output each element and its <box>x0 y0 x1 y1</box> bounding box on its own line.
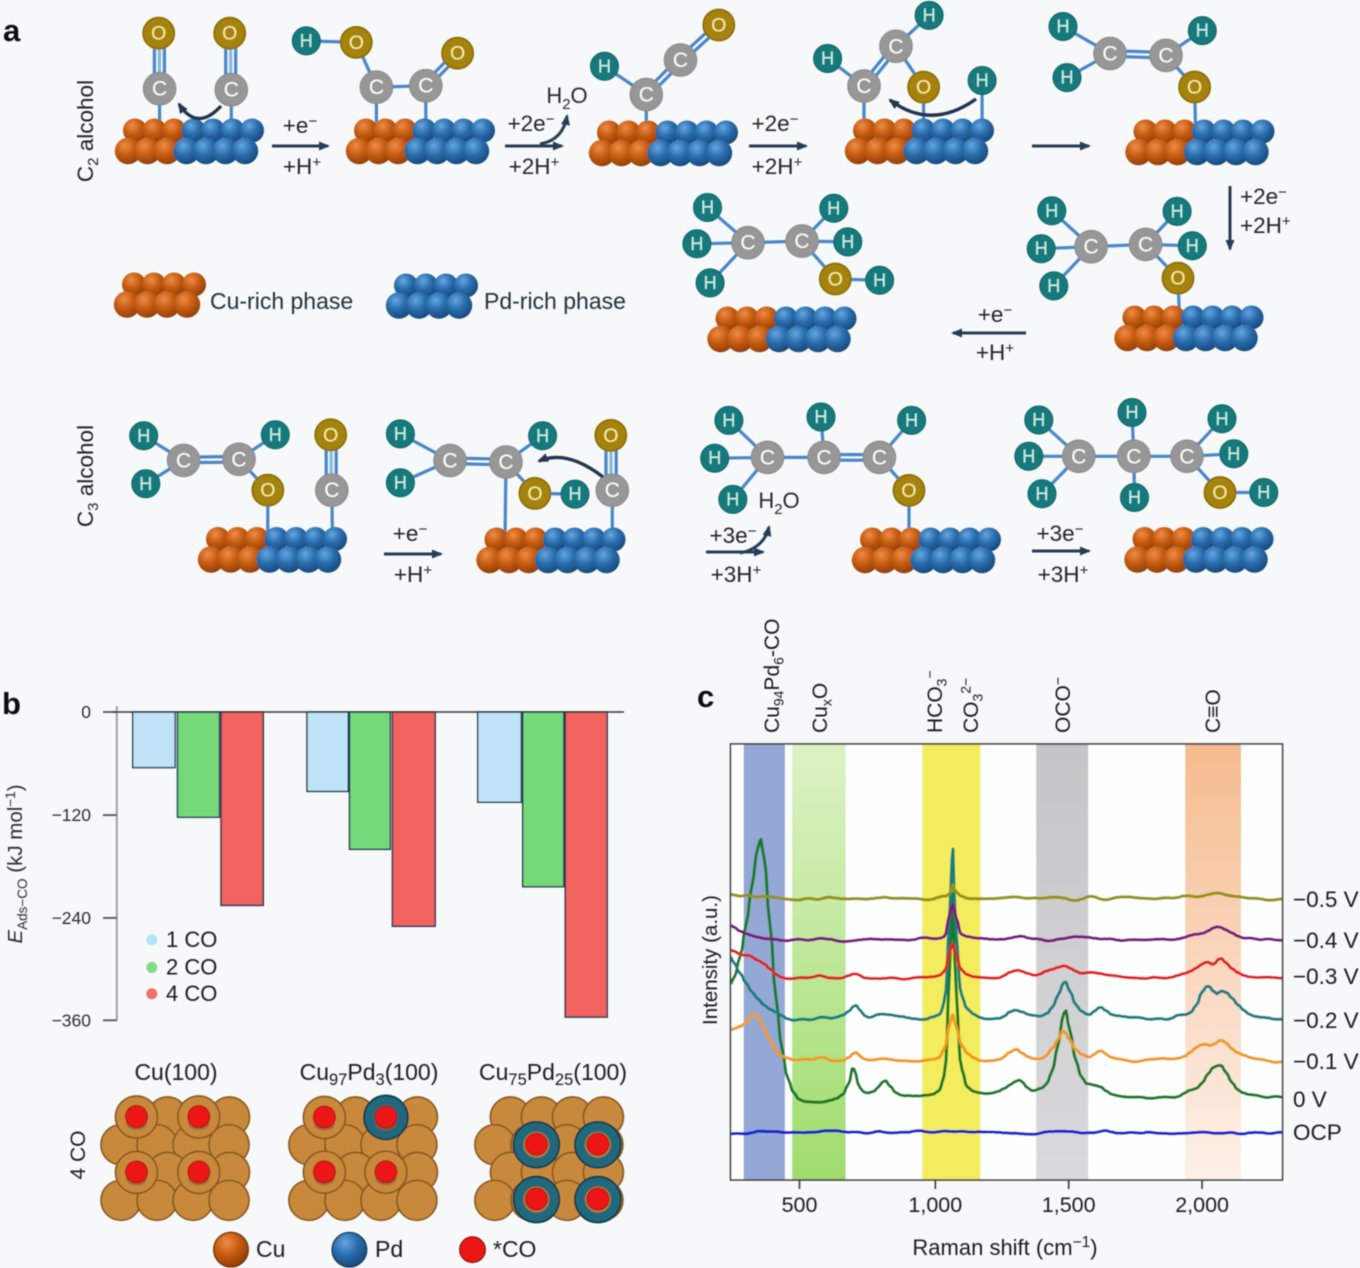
svg-text:C≡O: C≡O <box>1202 689 1225 733</box>
svg-text:OCP: OCP <box>1293 1120 1342 1145</box>
svg-text:Cu-rich phase: Cu-rich phase <box>210 288 353 314</box>
svg-text:+2H+: +2H+ <box>509 154 560 179</box>
svg-text:1,000: 1,000 <box>908 1193 962 1217</box>
svg-text:−120: −120 <box>52 805 92 825</box>
svg-text:1,500: 1,500 <box>1042 1193 1096 1217</box>
svg-text:+3H+: +3H+ <box>711 562 762 587</box>
svg-text:Cu: Cu <box>256 1236 285 1262</box>
svg-text:500: 500 <box>782 1193 818 1217</box>
svg-text:EAds−CO (kJ mol−1): EAds−CO (kJ mol−1) <box>3 784 30 943</box>
svg-text:C3 alcohol: C3 alcohol <box>73 425 102 527</box>
svg-text:−0.5 V: −0.5 V <box>1293 887 1359 912</box>
svg-text:Cu94Pd6-CO: Cu94Pd6-CO <box>761 619 787 733</box>
svg-text:Raman shift (cm−1): Raman shift (cm−1) <box>912 1234 1097 1260</box>
svg-text:Pd: Pd <box>375 1236 403 1262</box>
svg-text:Cu75Pd25(100): Cu75Pd25(100) <box>479 1059 627 1089</box>
svg-text:−0.2 V: −0.2 V <box>1293 1008 1359 1033</box>
svg-text:Cu97Pd3(100): Cu97Pd3(100) <box>300 1059 439 1089</box>
svg-text:−0.3 V: −0.3 V <box>1293 964 1359 989</box>
svg-text:*CO: *CO <box>493 1236 536 1262</box>
svg-text:Cu(100): Cu(100) <box>134 1059 217 1085</box>
svg-text:−0.1 V: −0.1 V <box>1293 1049 1359 1074</box>
svg-text:−0.4 V: −0.4 V <box>1293 928 1359 953</box>
svg-text:2,000: 2,000 <box>1175 1193 1229 1217</box>
svg-text:0: 0 <box>81 702 91 722</box>
svg-text:c: c <box>697 679 714 714</box>
svg-text:−240: −240 <box>52 908 92 928</box>
svg-text:1 CO: 1 CO <box>166 927 217 952</box>
svg-text:2 CO: 2 CO <box>166 955 217 980</box>
svg-text:0 V: 0 V <box>1293 1087 1327 1112</box>
svg-text:a: a <box>3 13 21 48</box>
svg-text:Pd-rich phase: Pd-rich phase <box>484 288 626 314</box>
svg-text:OCO−: OCO− <box>1050 677 1076 733</box>
svg-text:C2 alcohol: C2 alcohol <box>73 80 102 182</box>
svg-text:Intensity (a.u.): Intensity (a.u.) <box>699 895 722 1025</box>
svg-text:4 CO: 4 CO <box>166 981 217 1006</box>
svg-text:−360: −360 <box>52 1011 92 1031</box>
svg-text:CuxO: CuxO <box>809 683 835 733</box>
svg-text:b: b <box>2 686 21 721</box>
svg-text:4 CO: 4 CO <box>67 1130 90 1179</box>
